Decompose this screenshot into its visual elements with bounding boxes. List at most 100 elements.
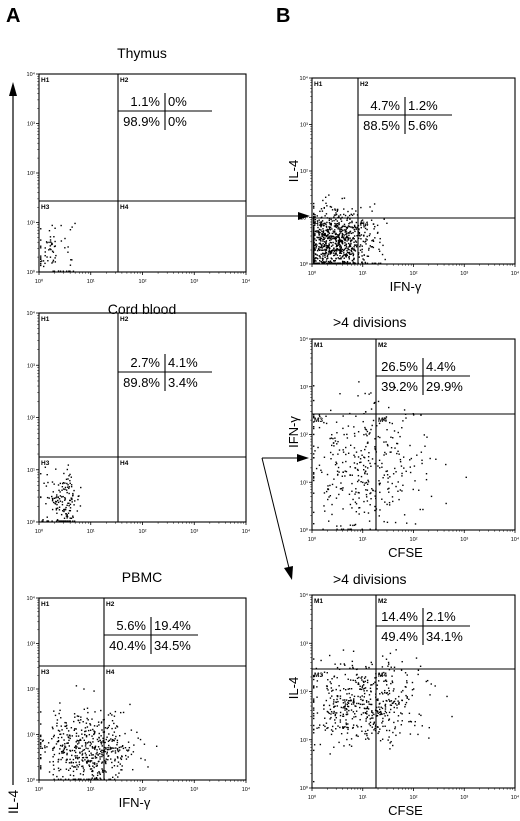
data-point (334, 250, 336, 253)
data-point (102, 737, 104, 740)
data-point (62, 482, 64, 485)
data-point (362, 258, 364, 260)
data-point (88, 750, 90, 753)
data-point (61, 486, 64, 488)
data-point (372, 712, 374, 714)
data-point (345, 446, 347, 449)
data-point (72, 515, 74, 517)
data-point (332, 442, 335, 444)
data-point (346, 726, 348, 729)
data-point (313, 202, 315, 205)
gate-label-h2: H2 (120, 316, 129, 323)
percent-upper-right: 4.4% (426, 359, 456, 374)
data-point (329, 223, 332, 226)
data-point (445, 502, 447, 505)
data-point (339, 240, 341, 243)
data-point (318, 234, 320, 236)
data-point (349, 232, 351, 234)
data-point (328, 194, 330, 196)
data-point (422, 508, 424, 511)
data-point (52, 501, 55, 504)
data-point (357, 224, 360, 227)
data-point (65, 725, 67, 728)
data-point (365, 493, 368, 496)
gate-label-m4: M4 (378, 417, 387, 424)
data-point (127, 749, 130, 751)
data-point (350, 226, 352, 228)
data-point (84, 741, 87, 744)
data-point (360, 220, 363, 222)
data-point (313, 700, 315, 702)
data-point (318, 232, 320, 235)
data-point (354, 705, 356, 707)
data-point (344, 261, 346, 264)
data-point (96, 738, 99, 741)
gate-label-h1: H1 (41, 316, 50, 323)
data-point (385, 658, 388, 660)
data-point (313, 242, 315, 244)
data-point (313, 658, 315, 660)
data-point (40, 766, 42, 769)
data-point (341, 235, 344, 238)
data-point (340, 250, 342, 252)
quadrant-percent-table: 26.5% 4.4%39.2% 29.9% (376, 358, 470, 395)
data-point (334, 233, 337, 236)
data-point (322, 262, 325, 265)
y-tick-label: 10⁰ (300, 785, 309, 792)
data-point (313, 426, 315, 428)
data-point (374, 225, 376, 228)
data-point (379, 708, 381, 711)
data-point (65, 489, 68, 491)
data-point (343, 663, 345, 665)
data-point (84, 752, 87, 754)
data-point (358, 676, 360, 679)
data-point (364, 472, 366, 475)
data-point (55, 520, 58, 522)
data-point (342, 415, 344, 417)
data-point (387, 488, 389, 490)
data-point (55, 497, 57, 499)
data-point (334, 242, 337, 245)
data-point (336, 225, 339, 227)
data-point (76, 510, 79, 512)
data-point (313, 732, 315, 734)
data-point (374, 681, 376, 683)
data-point (316, 712, 319, 714)
data-point (59, 702, 61, 704)
data-point (364, 426, 366, 429)
data-point (341, 226, 343, 229)
data-point (405, 694, 407, 697)
data-point (40, 743, 42, 745)
data-point (335, 688, 337, 691)
data-point (425, 680, 427, 683)
data-point (354, 679, 357, 682)
data-point (334, 712, 336, 714)
data-point (359, 685, 361, 688)
data-point (331, 262, 333, 265)
data-point (344, 231, 346, 233)
data-point (80, 716, 82, 718)
data-point (68, 734, 71, 736)
data-point (342, 727, 344, 729)
data-point (101, 745, 103, 747)
data-point (358, 497, 360, 499)
data-point (346, 708, 348, 711)
data-point (322, 724, 325, 726)
y-tick-label: 10¹ (27, 468, 35, 474)
data-point (66, 491, 68, 494)
data-point (114, 760, 116, 762)
data-point (377, 231, 379, 234)
data-point (327, 498, 329, 501)
data-point (313, 698, 315, 700)
data-point (74, 716, 76, 718)
data-point (366, 500, 369, 502)
data-point (364, 733, 366, 735)
data-point (358, 231, 361, 234)
data-point (387, 477, 389, 479)
data-point (55, 468, 57, 470)
data-point (421, 462, 423, 465)
data-point (337, 236, 339, 238)
data-point (85, 756, 87, 759)
data-point (369, 492, 371, 495)
data-point (317, 236, 320, 239)
